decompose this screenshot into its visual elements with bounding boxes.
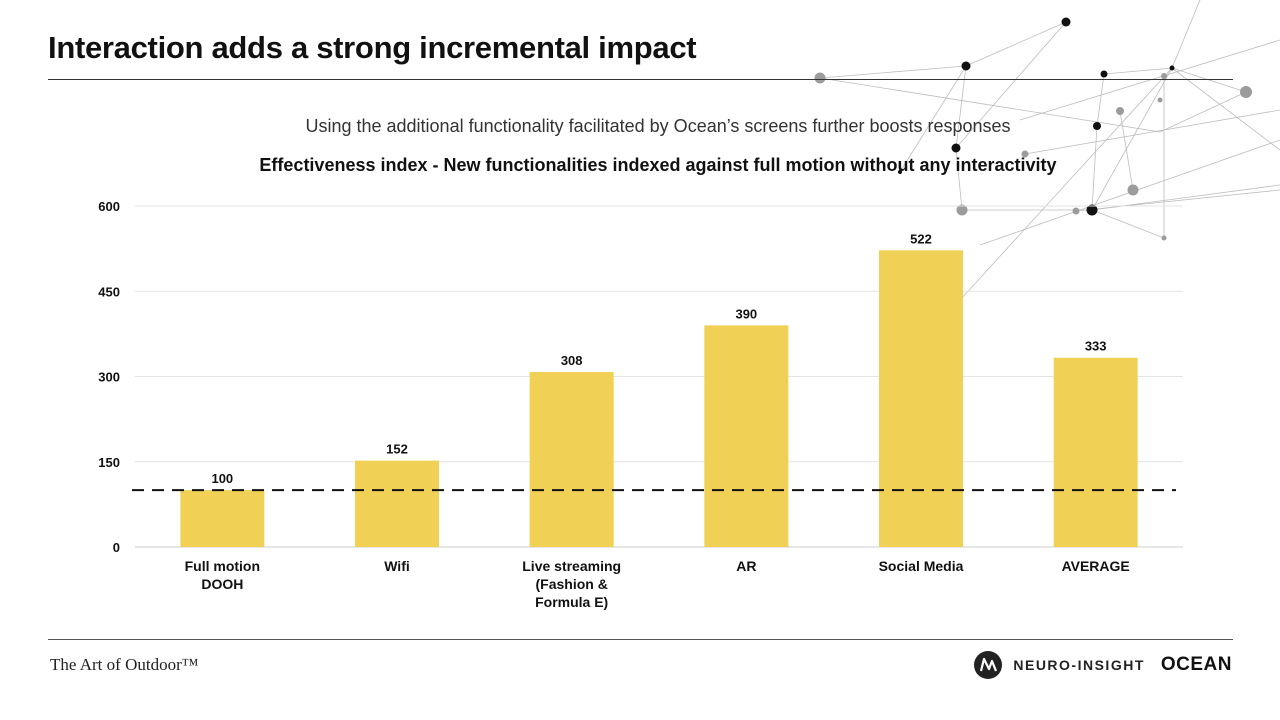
data-label: 390 — [735, 306, 757, 321]
chart-title: Effectiveness index - New functionalitie… — [259, 155, 1057, 175]
data-label: 152 — [386, 442, 408, 457]
y-tick-label: 600 — [98, 199, 120, 214]
neuro-insight-logo-icon — [974, 651, 1003, 679]
y-tick-label: 150 — [98, 455, 120, 470]
x-tick-label: Social Media — [879, 558, 964, 574]
bar — [355, 460, 439, 547]
x-tick-label: Live streaming (Fashion & Formula E) — [522, 558, 621, 610]
y-tick-label: 0 — [113, 540, 120, 555]
neuro-insight-logo-text: NEURO-INSIGHT — [1013, 657, 1145, 673]
bar — [529, 371, 614, 547]
network-decoration — [814, 0, 1280, 301]
bar — [180, 490, 265, 547]
x-tick-label: Wifi — [384, 558, 410, 574]
y-tick-label: 300 — [98, 370, 120, 385]
data-label: 333 — [1085, 339, 1107, 354]
y-tick-label: 450 — [98, 284, 120, 299]
data-label: 100 — [211, 471, 233, 486]
page-subtitle: Using the additional functionality facil… — [305, 116, 1011, 136]
x-tick-label: AVERAGE — [1062, 558, 1130, 574]
footer-brand: The Art of Outdoor™ — [50, 655, 199, 674]
title-divider — [48, 79, 1233, 80]
bar — [704, 325, 789, 547]
x-tick-label: AR — [736, 558, 756, 574]
data-label: 522 — [910, 231, 932, 246]
bar — [1053, 357, 1138, 547]
partner-logos: NEURO-INSIGHT OCEAN — [973, 650, 1232, 680]
data-label: 308 — [561, 353, 583, 368]
bar — [879, 250, 963, 547]
footer-divider — [48, 639, 1233, 640]
x-tick-label: Full motion DOOH — [185, 558, 260, 592]
page-title: Interaction adds a strong incremental im… — [48, 30, 697, 65]
ocean-logo-text: OCEAN — [1160, 654, 1232, 675]
